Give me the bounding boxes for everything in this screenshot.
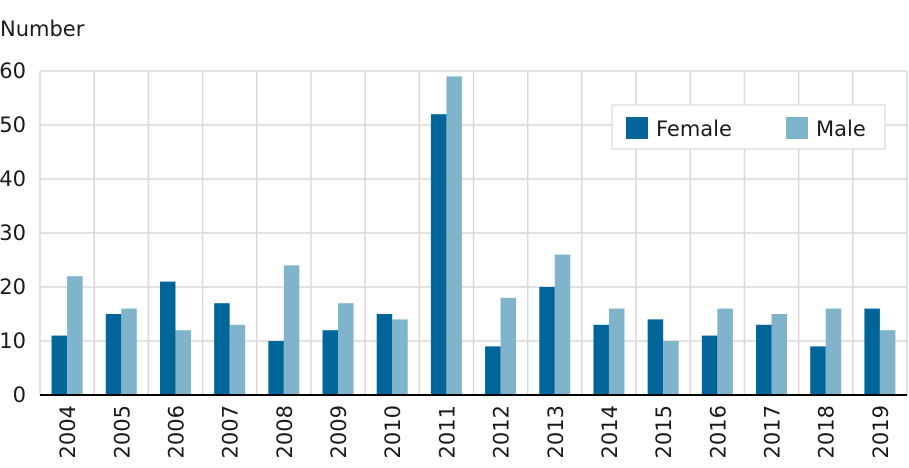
bar-male-2016 bbox=[717, 308, 733, 395]
bar-female-2004 bbox=[51, 335, 68, 395]
bar-male-2012 bbox=[500, 297, 517, 395]
x-tick-labels: 2004 2005 2006 2007 2008 2009 2010 2011 2012 2013… bbox=[56, 405, 893, 458]
bar-female-2007 bbox=[214, 303, 230, 395]
x-tick-label: 2010 bbox=[381, 405, 405, 458]
bar-male-2013 bbox=[554, 254, 571, 395]
y-tick-label: 30 bbox=[0, 221, 26, 245]
grid-lines bbox=[39, 70, 908, 395]
legend-swatch-female bbox=[626, 117, 648, 139]
y-tick-label: 60 bbox=[0, 59, 26, 83]
bar-female-2011 bbox=[430, 114, 447, 395]
bar-female-2016 bbox=[701, 335, 718, 395]
x-tick-label: 2015 bbox=[652, 405, 676, 458]
bar-male-2004 bbox=[67, 276, 83, 395]
x-tick-label: 2011 bbox=[435, 405, 459, 458]
x-tick-label: 2014 bbox=[598, 405, 622, 458]
bar-male-2006 bbox=[175, 330, 191, 395]
bar-female-2018 bbox=[810, 346, 826, 395]
legend-label-female: Female bbox=[656, 117, 732, 141]
x-tick-label: 2016 bbox=[706, 405, 730, 458]
y-tick-label: 50 bbox=[0, 113, 26, 137]
bar-male-2005 bbox=[121, 308, 137, 395]
legend: Female Male bbox=[611, 104, 886, 150]
bar-male-2010 bbox=[392, 319, 408, 395]
bar-female-2012 bbox=[485, 346, 501, 395]
x-tick-label: 2004 bbox=[56, 405, 80, 458]
x-tick-label: 2006 bbox=[164, 405, 188, 458]
bar-male-2018 bbox=[825, 308, 842, 395]
y-tick-label: 40 bbox=[0, 167, 26, 191]
bar-female-2017 bbox=[756, 324, 772, 395]
y-tick-label: 0 bbox=[13, 383, 26, 407]
legend-box bbox=[611, 104, 886, 150]
y-tick-label: 20 bbox=[0, 275, 26, 299]
bar-male-2007 bbox=[229, 324, 246, 395]
bar-female-2006 bbox=[159, 281, 176, 395]
bar-female-2005 bbox=[105, 314, 122, 395]
bars bbox=[51, 76, 896, 396]
bar-male-2014 bbox=[608, 308, 625, 395]
x-tick-label: 2007 bbox=[219, 405, 243, 458]
bar-female-2019 bbox=[864, 308, 880, 395]
x-tick-label: 2008 bbox=[273, 405, 297, 458]
x-tick-label: 2009 bbox=[327, 405, 351, 458]
bar-female-2009 bbox=[322, 330, 339, 395]
bar-female-2015 bbox=[647, 319, 664, 395]
y-tick-label: 10 bbox=[0, 329, 26, 353]
x-tick-label: 2019 bbox=[869, 405, 893, 458]
bar-female-2008 bbox=[268, 341, 284, 395]
x-tick-label: 2005 bbox=[110, 405, 134, 458]
y-axis-label: Number bbox=[0, 17, 85, 41]
bar-male-2009 bbox=[338, 303, 354, 395]
legend-swatch-male bbox=[786, 117, 808, 139]
bar-male-2008 bbox=[283, 265, 300, 395]
x-tick-label: 2018 bbox=[815, 405, 839, 458]
bar-female-2010 bbox=[376, 314, 393, 395]
bar-male-2017 bbox=[771, 314, 788, 395]
bar-female-2014 bbox=[593, 324, 609, 395]
y-tick-labels: 0 10 20 30 40 50 60 bbox=[0, 59, 26, 407]
bar-female-2013 bbox=[539, 287, 555, 395]
bar-male-2011 bbox=[446, 76, 462, 396]
legend-label-male: Male bbox=[816, 117, 866, 141]
bar-male-2015 bbox=[663, 341, 679, 395]
bar-male-2019 bbox=[879, 330, 896, 395]
x-tick-label: 2012 bbox=[490, 405, 514, 458]
x-tick-label: 2017 bbox=[761, 405, 785, 458]
x-tick-label: 2013 bbox=[544, 405, 568, 458]
